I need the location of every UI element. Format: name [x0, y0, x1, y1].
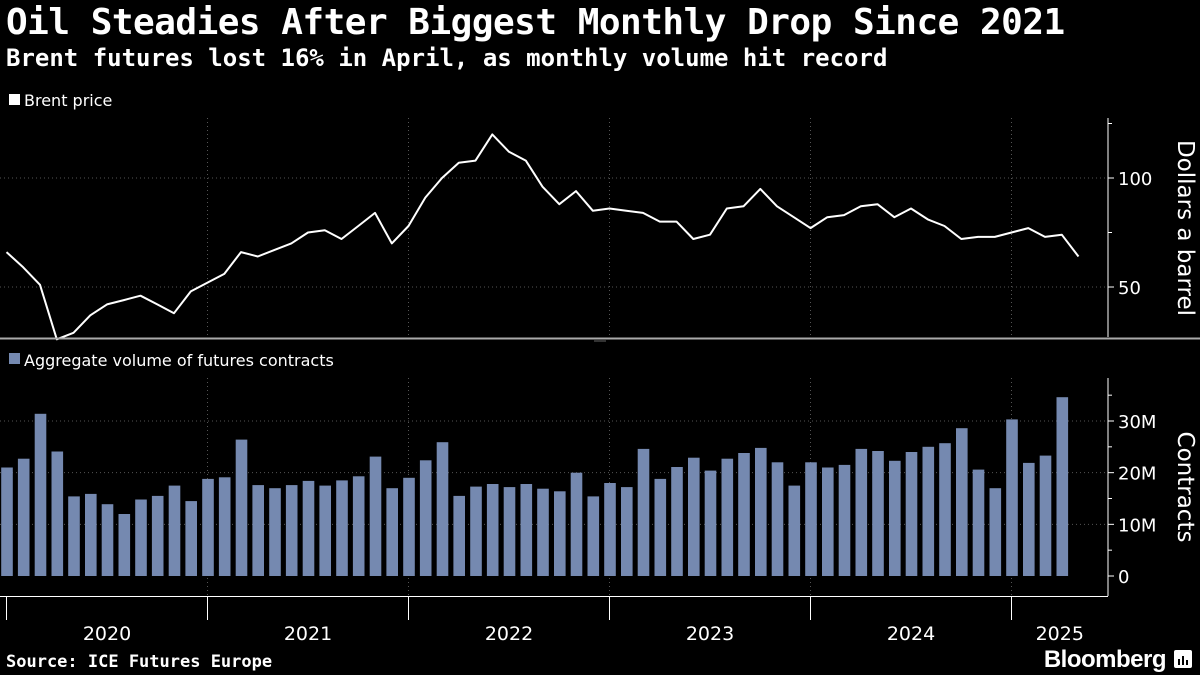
volume-bar [570, 472, 583, 576]
volume-bar [788, 485, 801, 576]
price-tick-label: 100 [1118, 169, 1152, 190]
volume-bar [621, 487, 633, 576]
x-year-label: 2024 [887, 623, 935, 645]
volume-bar [587, 496, 600, 576]
volume-bar [269, 488, 281, 576]
volume-bar [470, 486, 482, 576]
volume-axis-title: Contracts [1172, 432, 1198, 543]
volume-bar [855, 448, 868, 576]
volume-bar [554, 491, 566, 576]
volume-bar [302, 480, 315, 576]
legend-label-price: Brent price [24, 91, 112, 110]
volume-bar [68, 496, 80, 576]
volume-bar [151, 495, 164, 576]
volume-bar [771, 462, 784, 576]
volume-bar [202, 478, 214, 576]
volume-bar [185, 501, 197, 576]
volume-bar [51, 451, 64, 576]
brand-logo-text: Bloomberg [1043, 646, 1167, 673]
volume-bar [386, 488, 398, 576]
chart-subtitle: Brent futures lost 16% in April, as mont… [6, 44, 888, 72]
volume-bar [486, 484, 499, 576]
volume-bar [235, 439, 248, 576]
volume-bar [252, 485, 264, 576]
volume-bar [922, 446, 935, 576]
volume-bar [637, 448, 650, 576]
volume-bar [520, 484, 533, 576]
volume-bar [872, 451, 884, 576]
legend-label-volume: Aggregate volume of futures contracts [24, 351, 334, 370]
volume-bar [604, 483, 616, 576]
volume-bar [118, 514, 131, 576]
volume-bar [1056, 397, 1069, 576]
volume-bar [704, 470, 717, 576]
volume-tick-label: 10M [1118, 515, 1156, 536]
volume-bar [85, 493, 97, 576]
bloomberg-terminal-icon [1174, 650, 1192, 668]
legend-swatch-volume [9, 353, 20, 364]
price-tick-label: 50 [1118, 278, 1141, 299]
volume-bar [939, 443, 951, 576]
volume-bar [805, 462, 817, 576]
source-note: Source: ICE Futures Europe [6, 652, 273, 672]
volume-tick-label: 30M [1118, 412, 1156, 433]
volume-bar [956, 428, 968, 576]
volume-bar [319, 485, 331, 576]
volume-bar [285, 485, 298, 576]
legend-swatch-price [9, 94, 20, 105]
volume-bar [721, 458, 734, 576]
volume-bar [453, 495, 465, 576]
volume-bar [436, 442, 449, 576]
x-year-label: 2020 [83, 623, 131, 645]
volume-bar [822, 467, 834, 576]
volume-bar [755, 447, 767, 576]
volume-bar [1039, 455, 1052, 576]
volume-bar [352, 476, 365, 576]
volume-bar [34, 413, 47, 576]
volume-bar [989, 488, 1002, 576]
volume-bar [671, 467, 683, 576]
volume-bar [889, 460, 901, 576]
volume-bar [838, 464, 851, 576]
volume-bar [419, 460, 432, 576]
volume-bar [218, 477, 231, 576]
volume-bar [101, 504, 114, 576]
volume-bar [1023, 462, 1035, 576]
volume-bar [369, 456, 382, 576]
volume-bar [1, 467, 13, 576]
volume-bar [17, 458, 30, 576]
volume-bar [738, 453, 750, 576]
volume-tick-label: 0 [1118, 567, 1129, 588]
x-year-label: 2021 [284, 623, 332, 645]
volume-bar [403, 477, 415, 576]
brent-price-line [5, 133, 1080, 341]
volume-bar [972, 469, 985, 576]
x-year-label: 2022 [485, 623, 533, 645]
volume-bar [688, 457, 700, 576]
volume-bar [336, 480, 348, 576]
x-year-label: 2025 [1036, 623, 1084, 645]
x-year-label: 2023 [686, 623, 734, 645]
volume-bar [503, 487, 516, 576]
volume-bar [654, 478, 667, 576]
volume-bar [168, 485, 181, 576]
volume-tick-label: 20M [1118, 464, 1156, 485]
volume-bar [905, 452, 918, 576]
volume-bar [537, 488, 549, 576]
volume-bar [135, 499, 147, 576]
chart-title: Oil Steadies After Biggest Monthly Drop … [6, 2, 1065, 43]
volume-bar [1006, 419, 1018, 576]
price-axis-title: Dollars a barrel [1172, 140, 1198, 316]
